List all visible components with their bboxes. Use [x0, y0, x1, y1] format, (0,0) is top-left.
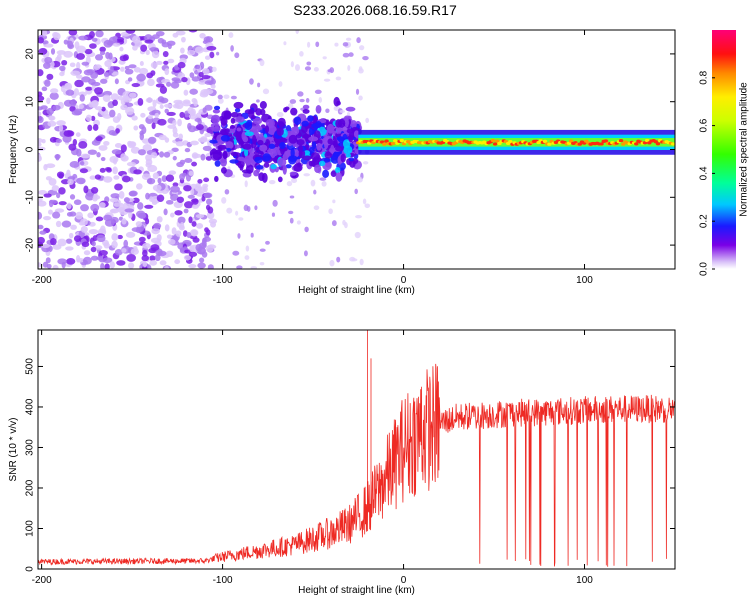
x-tick-label: -100: [213, 275, 233, 286]
x-axis-label: Height of straight line (km): [298, 585, 415, 596]
y-tick-label: 100: [25, 520, 36, 537]
colorbar-label: Normalized spectral amplitude: [739, 82, 750, 217]
y-tick-label: 20: [25, 48, 36, 60]
x-tick-label: -200: [32, 275, 52, 286]
heatmap-cells: [38, 30, 675, 269]
x-tick-label: 0: [401, 275, 407, 286]
x-tick-label: -100: [213, 575, 233, 586]
colorbar-tick-label: 0.6: [699, 118, 710, 132]
colorbar: [712, 30, 736, 269]
y-tick-label: 300: [25, 439, 36, 456]
y-tick-label: 500: [25, 358, 36, 375]
x-tick-label: 0: [401, 575, 407, 586]
x-axis-label: Height of straight line (km): [298, 285, 415, 296]
colorbar-tick-label: 0.2: [699, 214, 710, 228]
y-tick-label: -20: [25, 237, 36, 252]
y-tick-label: 0: [25, 566, 36, 572]
y-axis-label: Frequency (Hz): [8, 115, 19, 184]
colorbar-tick-label: 0.0: [699, 262, 710, 276]
colorbar-tick-label: 0.8: [699, 70, 710, 84]
y-tick-label: 200: [25, 479, 36, 496]
y-tick-label: -10: [25, 190, 36, 205]
snr-series-line: [38, 330, 675, 567]
x-tick-label: 100: [576, 575, 593, 586]
colorbar-tick-label: 0.4: [699, 166, 710, 180]
x-tick-label: -200: [32, 575, 52, 586]
x-tick-label: 100: [576, 275, 593, 286]
y-tick-label: 400: [25, 398, 36, 415]
chart-title: S233.2026.068.16.59.R17: [293, 2, 457, 18]
y-tick-label: 10: [25, 96, 36, 108]
snr-frame: [37, 329, 676, 570]
y-tick-label: 0: [25, 146, 36, 152]
y-axis-label: SNR (10 * v/v): [8, 418, 19, 482]
